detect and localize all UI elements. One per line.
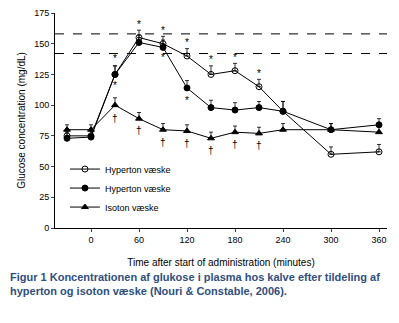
svg-text:75: 75 — [39, 131, 49, 141]
svg-text:*: * — [209, 54, 213, 65]
svg-text:150: 150 — [34, 39, 49, 49]
svg-text:240: 240 — [275, 235, 290, 245]
svg-text:†: † — [136, 125, 142, 136]
svg-text:*: * — [185, 95, 189, 106]
svg-text:180: 180 — [227, 235, 242, 245]
svg-text:125: 125 — [34, 70, 49, 80]
svg-text:360: 360 — [371, 235, 386, 245]
svg-text:25: 25 — [39, 192, 49, 202]
svg-text:†: † — [232, 139, 238, 150]
svg-text:*: * — [161, 25, 165, 36]
svg-text:†: † — [112, 113, 118, 124]
svg-text:Hyperton væske: Hyperton væske — [105, 165, 171, 175]
svg-text:300: 300 — [323, 235, 338, 245]
svg-text:0: 0 — [88, 235, 93, 245]
svg-text:Time after start of administra: Time after start of administration (minu… — [127, 257, 314, 268]
svg-text:50: 50 — [39, 162, 49, 172]
svg-text:*: * — [185, 37, 189, 48]
svg-text:0: 0 — [44, 223, 49, 233]
svg-text:†: † — [184, 138, 190, 149]
svg-text:Glucose concentration (mg/dL): Glucose concentration (mg/dL) — [16, 52, 27, 189]
html-text:Figur 1 Koncentrationen af glu: Figur 1 Koncentrationen af glukose i pla… — [10, 271, 380, 297]
svg-text:*: * — [233, 52, 237, 63]
svg-text:*: * — [161, 52, 165, 63]
svg-text:Isoton væske: Isoton væske — [105, 203, 159, 213]
svg-text:*: * — [257, 68, 261, 79]
svg-text:*: * — [113, 53, 117, 64]
svg-text:Hyperton væske: Hyperton væske — [105, 184, 171, 194]
svg-text:60: 60 — [134, 235, 144, 245]
svg-text:†: † — [208, 145, 214, 156]
svg-text:120: 120 — [179, 235, 194, 245]
svg-text:†: † — [256, 140, 262, 151]
svg-text:*: * — [113, 80, 117, 91]
svg-text:175: 175 — [34, 8, 49, 18]
svg-text:†: † — [160, 137, 166, 148]
svg-text:100: 100 — [34, 100, 49, 110]
svg-text:*: * — [137, 19, 141, 30]
